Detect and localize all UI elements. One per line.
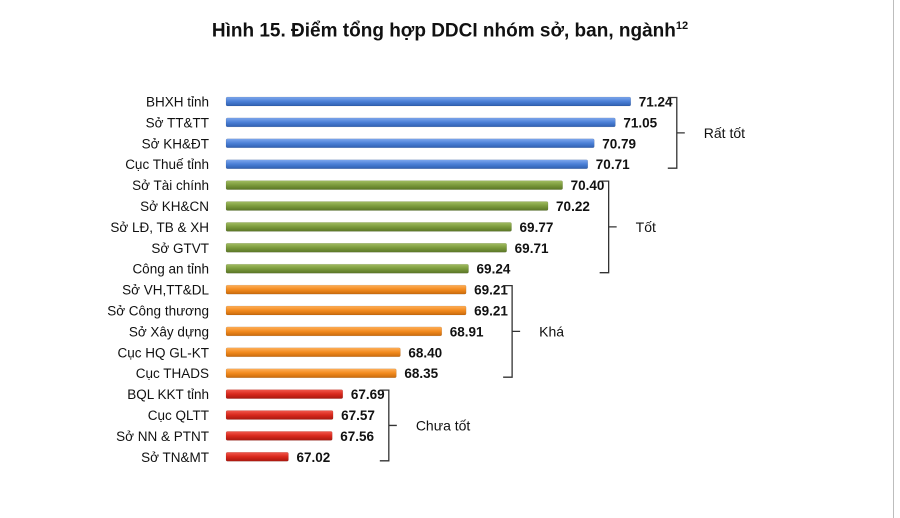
bar	[225, 180, 563, 190]
bar	[225, 326, 443, 337]
bar	[225, 117, 616, 128]
category-label: Sở VH,TT&DL	[122, 283, 209, 298]
category-label: Sở KH&ĐT	[142, 136, 209, 151]
value-label: 69.24	[477, 262, 511, 277]
category-label: Cục QLTT	[148, 408, 209, 423]
bar	[225, 305, 467, 316]
group-bracket	[667, 96, 685, 169]
group-bracket	[599, 180, 617, 274]
bar	[225, 452, 289, 462]
value-label: 71.05	[623, 115, 657, 130]
group-brackets	[379, 96, 685, 462]
value-label: 68.40	[408, 345, 442, 360]
bar	[225, 159, 589, 169]
value-label: 70.22	[556, 199, 590, 214]
category-label: Sở KH&CN	[140, 199, 209, 214]
value-label: 71.24	[639, 95, 673, 110]
bar	[225, 222, 512, 232]
category-label: Cục THADS	[136, 366, 209, 381]
value-label: 67.02	[296, 450, 330, 465]
bars	[225, 96, 632, 462]
category-label: Công an tỉnh	[132, 262, 209, 277]
group-label: Khá	[539, 323, 564, 339]
category-label: Sở Công thương	[107, 304, 209, 319]
group-label: Tốt	[636, 219, 656, 235]
value-label: 69.21	[474, 304, 508, 319]
value-label: 67.57	[341, 408, 375, 423]
category-label: Sở TT&TT	[146, 115, 209, 130]
value-label: 68.35	[404, 366, 438, 381]
value-label: 67.69	[351, 387, 385, 402]
group-bracket	[379, 389, 397, 462]
value-label: 69.77	[520, 220, 554, 235]
category-label: Sở TN&MT	[141, 450, 209, 465]
bar	[225, 410, 334, 420]
bar	[225, 263, 469, 274]
value-label: 70.40	[571, 178, 605, 193]
chart-title-footnote: 12	[675, 20, 689, 32]
category-label: Sở Xây dựng	[129, 324, 209, 339]
category-label: Cục Thuế tỉnh	[125, 157, 209, 172]
value-label: 70.71	[596, 157, 630, 172]
group-label: Rất tốt	[704, 125, 745, 141]
bar	[225, 201, 549, 211]
group-label: Chưa tốt	[416, 417, 471, 433]
group-labels: Rất tốt Tốt Khá Chưa tốt	[416, 125, 745, 434]
chart-title: Hình 15. Điểm tổng hợp DDCI nhóm sở, ban…	[0, 20, 900, 42]
bar	[225, 431, 333, 441]
bar	[225, 368, 397, 378]
category-label: Cục HQ GL-KT	[117, 345, 209, 360]
bar	[225, 347, 401, 358]
value-label: 67.56	[340, 429, 374, 444]
chart-title-text: Hình 15. Điểm tổng hợp DDCI nhóm sở, ban…	[211, 20, 676, 42]
group-bracket	[503, 284, 521, 378]
bar	[225, 96, 632, 107]
bar	[225, 243, 507, 253]
category-label: Sở Tài chính	[132, 178, 209, 193]
category-label: Sở GTVT	[151, 241, 209, 256]
value-label: 68.91	[450, 324, 484, 339]
category-label: Sở LĐ, TB & XH	[110, 220, 209, 235]
value-label: 69.21	[474, 283, 508, 298]
category-label: BQL KKT tỉnh	[127, 387, 209, 402]
value-label: 70.79	[602, 136, 636, 151]
bar	[225, 389, 344, 399]
category-label: BHXH tỉnh	[146, 95, 209, 110]
category-label: Sở NN & PTNT	[116, 429, 209, 444]
bar	[225, 284, 467, 295]
value-label: 69.71	[515, 241, 549, 256]
category-labels: BHXH tỉnh Sở TT&TT Sở KH&ĐT Cục Thuế tỉnh Sở…	[107, 95, 209, 465]
page-edge-divider	[893, 0, 894, 518]
bar	[225, 138, 595, 149]
